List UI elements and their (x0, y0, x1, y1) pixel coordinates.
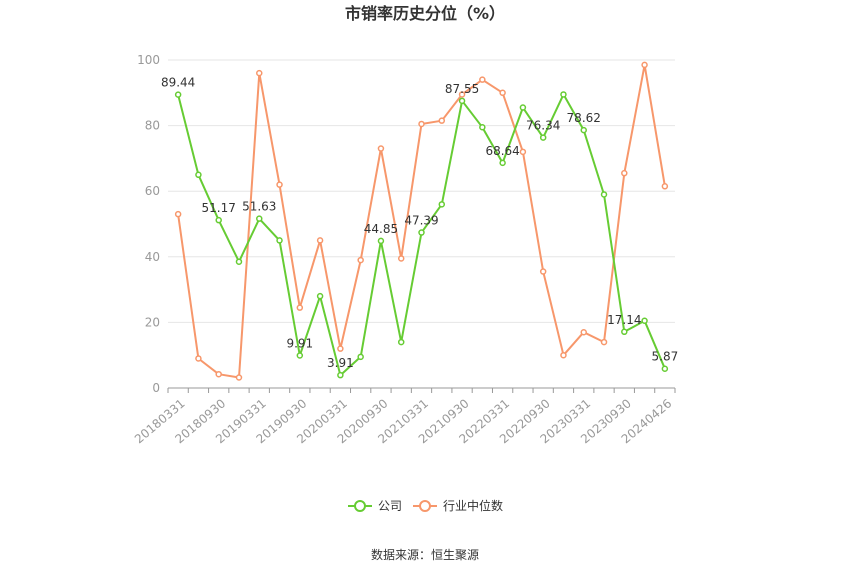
data-point-1[interactable] (499, 89, 506, 97)
data-label: 44.85 (364, 222, 398, 236)
data-point-0[interactable] (560, 91, 567, 98)
data-label: 51.63 (242, 200, 276, 214)
y-tick-label: 0 (152, 381, 160, 395)
data-point-1[interactable] (519, 148, 527, 156)
data-point-0[interactable] (580, 126, 587, 134)
y-tick-label: 20 (145, 315, 160, 329)
data-point-1[interactable] (316, 237, 324, 244)
legend-item-1[interactable]: 行业中位数 (413, 498, 503, 513)
data-point-1[interactable] (296, 304, 304, 311)
data-point-1[interactable] (276, 181, 283, 188)
data-point-0[interactable] (641, 317, 648, 325)
data-point-1[interactable] (357, 256, 364, 264)
data-point-0[interactable] (418, 229, 425, 236)
data-point-0[interactable] (195, 171, 202, 179)
y-tick-label: 80 (145, 119, 160, 133)
data-point-0[interactable] (235, 258, 243, 265)
data-point-0[interactable] (316, 292, 324, 300)
data-point-0[interactable] (600, 191, 608, 198)
data-label: 78.62 (567, 111, 601, 125)
data-point-1[interactable] (438, 117, 446, 124)
source-note: 数据来源：恒生聚源 (371, 547, 479, 562)
data-label: 5.87 (652, 350, 679, 364)
data-point-1[interactable] (580, 328, 587, 336)
data-point-0[interactable] (458, 97, 466, 105)
y-tick-label: 60 (145, 184, 160, 198)
data-point-0[interactable] (539, 134, 547, 141)
data-label: 9.91 (286, 336, 313, 350)
data-point-0[interactable] (397, 338, 405, 346)
data-point-1[interactable] (195, 355, 202, 362)
data-point-1[interactable] (661, 183, 669, 190)
legend-label: 公司 (378, 499, 402, 513)
series-layer (174, 61, 669, 381)
data-label: 68.64 (485, 144, 519, 158)
legend[interactable]: 公司 行业中位数 (348, 498, 503, 513)
data-point-1[interactable] (397, 255, 405, 262)
data-point-1[interactable] (235, 374, 243, 381)
data-label: 76.34 (526, 119, 560, 133)
data-point-1[interactable] (641, 61, 648, 69)
data-point-0[interactable] (661, 365, 669, 372)
data-point-0[interactable] (296, 352, 304, 359)
data-point-1[interactable] (337, 345, 344, 352)
data-label: 51.17 (202, 201, 236, 215)
chart-title: 市销率历史分位（%） (345, 4, 505, 23)
grid (168, 59, 675, 323)
data-point-1[interactable] (479, 76, 486, 83)
data-point-1[interactable] (174, 210, 182, 218)
data-labels: 89.44 51.17 51.63 9.91 3.91 44.85 47.39 87.55 68… (161, 76, 678, 371)
data-point-0[interactable] (174, 91, 182, 98)
data-point-1[interactable] (215, 370, 222, 378)
data-point-0[interactable] (256, 215, 263, 222)
data-point-0[interactable] (519, 104, 527, 111)
data-point-0[interactable] (479, 123, 486, 131)
data-point-0[interactable] (377, 237, 385, 245)
data-point-0[interactable] (215, 216, 222, 224)
data-point-0[interactable] (499, 159, 506, 167)
data-point-0[interactable] (438, 201, 446, 208)
y-tick-label: 40 (145, 250, 160, 264)
data-point-1[interactable] (600, 338, 608, 346)
data-point-0[interactable] (357, 353, 364, 361)
data-point-1[interactable] (539, 268, 547, 275)
data-label: 17.14 (607, 313, 641, 327)
data-point-1[interactable] (621, 169, 628, 177)
legend-label: 行业中位数 (443, 498, 503, 513)
data-point-0[interactable] (621, 328, 628, 336)
data-point-1[interactable] (458, 91, 466, 98)
data-label: 89.44 (161, 76, 195, 90)
data-point-1[interactable] (256, 69, 263, 77)
data-label: 87.55 (445, 82, 479, 96)
legend-swatch-marker (419, 500, 431, 512)
data-point-1[interactable] (377, 145, 385, 152)
legend-swatch-marker (354, 500, 366, 512)
data-label: 47.39 (404, 214, 438, 228)
legend-item-0[interactable]: 公司 (348, 499, 402, 513)
data-point-0[interactable] (337, 371, 344, 379)
data-point-1[interactable] (418, 120, 425, 128)
data-point-0[interactable] (276, 237, 283, 244)
y-tick-label: 100 (137, 53, 160, 67)
data-label: 3.91 (327, 356, 354, 370)
data-point-1[interactable] (560, 351, 567, 359)
